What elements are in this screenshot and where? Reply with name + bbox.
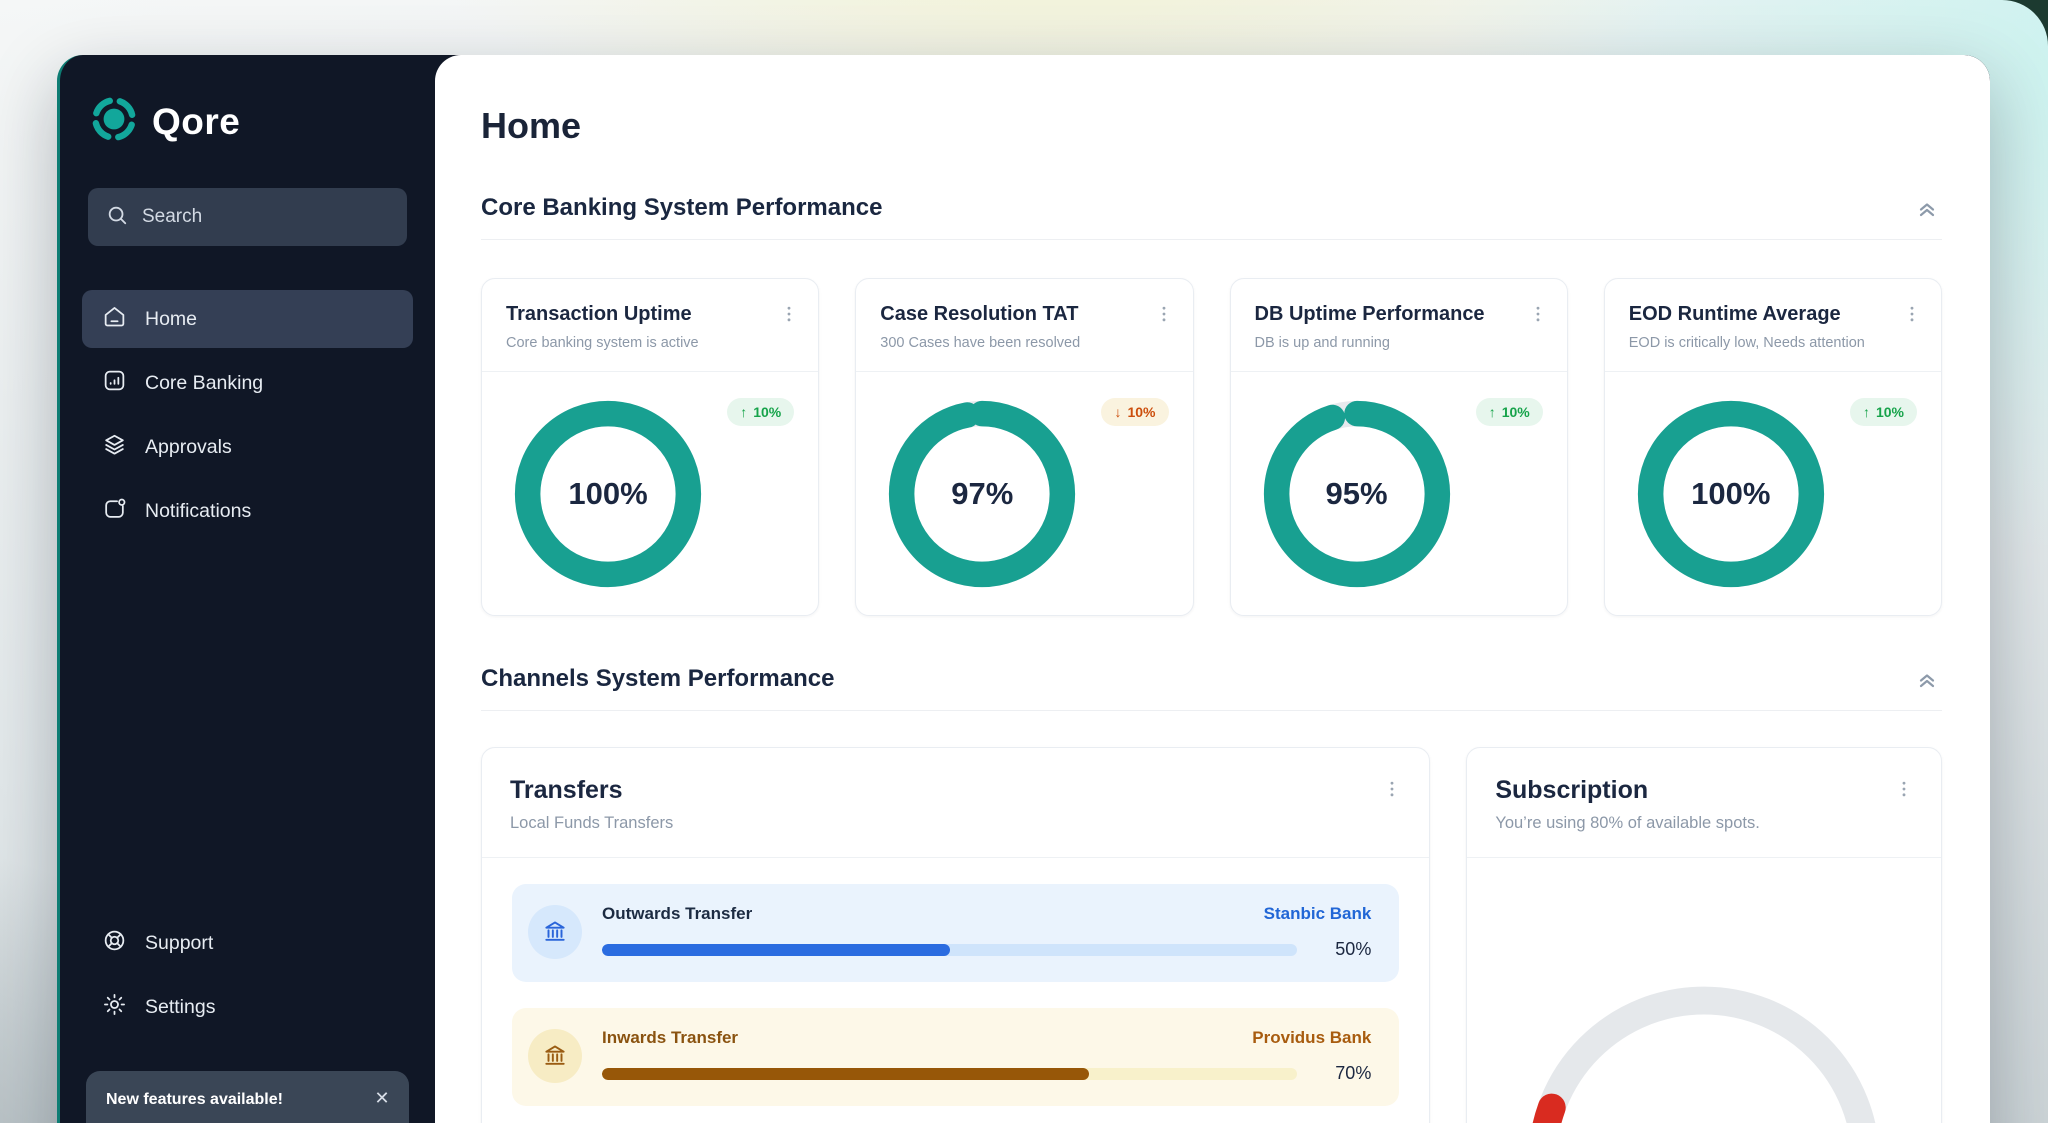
progress-fill — [602, 943, 950, 956]
card-title: Subscription — [1495, 776, 1649, 804]
core-banking-icon — [102, 368, 127, 399]
sidebar-item-label: Core Banking — [145, 371, 264, 394]
donut-value: 97% — [951, 476, 1014, 511]
metric-cards: Transaction Uptime Core banking system i… — [481, 278, 1942, 616]
sidebar-item-home[interactable]: Home — [82, 290, 413, 348]
sidebar-item-core-banking[interactable]: Core Banking — [82, 354, 413, 412]
card-title: DB Uptime Performance — [1254, 303, 1485, 325]
sidebar-item-notifications[interactable]: Notifications — [82, 482, 413, 540]
card-title: Transaction Uptime — [506, 303, 692, 325]
transfer-label: Inwards Transfer — [602, 1028, 739, 1047]
donut-value: 95% — [1325, 476, 1388, 511]
close-icon[interactable]: ✕ — [374, 1087, 390, 1108]
trend-arrow-icon: ↓ — [1114, 404, 1122, 420]
sidebar-item-approvals[interactable]: Approvals — [82, 418, 413, 476]
sidebar-item-label: Home — [145, 307, 198, 330]
bank-link[interactable]: Stanbic Bank — [1263, 904, 1372, 923]
card-subtitle: EOD is critically low, Needs attention — [1628, 335, 1865, 351]
lifebuoy-icon — [102, 928, 127, 959]
transfer-row-inwards: Inwards Transfer Providus Bank 70% — [512, 1008, 1400, 1106]
app-window: Qore Search — [57, 55, 1990, 1123]
sidebar-item-label: Approvals — [145, 435, 232, 458]
section-title: Core Banking System Performance — [481, 194, 883, 221]
progress-percent: 50% — [1335, 939, 1372, 959]
search-icon — [106, 204, 128, 231]
progress-fill — [602, 1067, 1089, 1080]
subscription-gauge-chart: 20 — [1518, 976, 1890, 1123]
trend-arrow-icon: ↑ — [1862, 404, 1870, 420]
donut-value: 100% — [568, 476, 648, 511]
sidebar-nav: Home Core Banking — [82, 290, 413, 546]
card-subtitle: DB is up and running — [1254, 335, 1390, 351]
card-title: Case Resolution TAT — [880, 303, 1079, 325]
trend-badge: ↑ 10% — [1475, 398, 1543, 426]
uptime-donut-chart: 100% — [510, 396, 706, 592]
progress-track — [602, 943, 1298, 956]
kebab-menu-icon[interactable] — [1151, 301, 1177, 327]
sidebar-item-settings[interactable]: Settings — [82, 979, 413, 1037]
transfer-row-outwards: Outwards Transfer Stanbic Bank 50% — [512, 884, 1400, 982]
card-subtitle: Core banking system is active — [506, 335, 699, 351]
bank-icon — [528, 1029, 582, 1083]
kebab-menu-icon[interactable] — [1891, 776, 1917, 802]
card-subtitle: Local Funds Transfers — [510, 814, 674, 832]
sidebar: Qore Search — [60, 55, 435, 1123]
divider — [481, 710, 1942, 711]
layers-icon — [102, 432, 127, 463]
new-features-card: New features available! ✕ Check out the … — [86, 1070, 409, 1123]
kebab-menu-icon[interactable] — [1899, 301, 1925, 327]
logo-text: Qore — [152, 100, 241, 142]
bank-icon — [528, 905, 582, 959]
card-title: EOD Runtime Average — [1628, 303, 1841, 325]
card-title: Transfers — [510, 776, 623, 804]
kebab-menu-icon[interactable] — [1525, 301, 1551, 327]
logo: Qore — [90, 95, 405, 148]
transfers-card: Transfers Local Funds Transfers — [481, 747, 1431, 1123]
search-input[interactable]: Search — [88, 188, 407, 246]
gear-icon — [102, 992, 127, 1023]
sidebar-item-label: Notifications — [145, 499, 252, 522]
metric-card-case-resolution: Case Resolution TAT 300 Cases have been … — [855, 278, 1194, 616]
core-banking-section: Core Banking System Performance Transact… — [481, 193, 1942, 616]
trend-arrow-icon: ↑ — [740, 404, 748, 420]
metric-card-db-uptime: DB Uptime Performance DB is up and runni… — [1229, 278, 1568, 616]
channels-section: Channels System Performance Transfers Lo… — [481, 664, 1942, 1123]
search-placeholder: Search — [142, 206, 203, 227]
divider — [481, 239, 1942, 240]
section-title: Channels System Performance — [481, 665, 835, 692]
db-uptime-donut-chart: 95% — [1259, 396, 1455, 592]
tat-donut-chart: 97% — [884, 396, 1080, 592]
notice-title: New features available! — [106, 1090, 283, 1108]
page-title: Home — [481, 105, 582, 146]
metric-card-transaction-uptime: Transaction Uptime Core banking system i… — [481, 278, 820, 616]
trend-badge: ↑ 10% — [727, 398, 795, 426]
sidebar-item-label: Settings — [145, 996, 216, 1019]
kebab-menu-icon[interactable] — [776, 301, 802, 327]
trend-badge: ↑ 10% — [1849, 398, 1917, 426]
sidebar-footer: Support Settings New features available!… — [82, 915, 413, 1123]
donut-value: 100% — [1691, 476, 1771, 511]
transfer-label: Outwards Transfer — [602, 904, 753, 923]
trend-badge: ↓ 10% — [1101, 398, 1169, 426]
qore-logo-icon — [90, 95, 138, 148]
collapse-section-icon[interactable] — [1912, 193, 1942, 223]
kebab-menu-icon[interactable] — [1379, 776, 1405, 802]
subscription-card: Subscription You’re using 80% of availab… — [1466, 747, 1942, 1123]
main-content: Home Core Banking System Performance — [435, 55, 1990, 1123]
home-icon — [102, 304, 127, 335]
trend-arrow-icon: ↑ — [1488, 404, 1496, 420]
bank-link[interactable]: Providus Bank — [1252, 1028, 1372, 1047]
collapse-section-icon[interactable] — [1912, 664, 1942, 694]
sidebar-item-label: Support — [145, 932, 214, 955]
metric-card-eod-runtime: EOD Runtime Average EOD is critically lo… — [1603, 278, 1942, 616]
sidebar-item-support[interactable]: Support — [82, 915, 413, 973]
card-subtitle: 300 Cases have been resolved — [880, 335, 1081, 351]
card-subtitle: You’re using 80% of available spots. — [1495, 814, 1760, 832]
progress-percent: 70% — [1335, 1063, 1372, 1083]
progress-track — [602, 1067, 1298, 1080]
notifications-icon — [102, 496, 127, 527]
eod-donut-chart: 100% — [1633, 396, 1829, 592]
